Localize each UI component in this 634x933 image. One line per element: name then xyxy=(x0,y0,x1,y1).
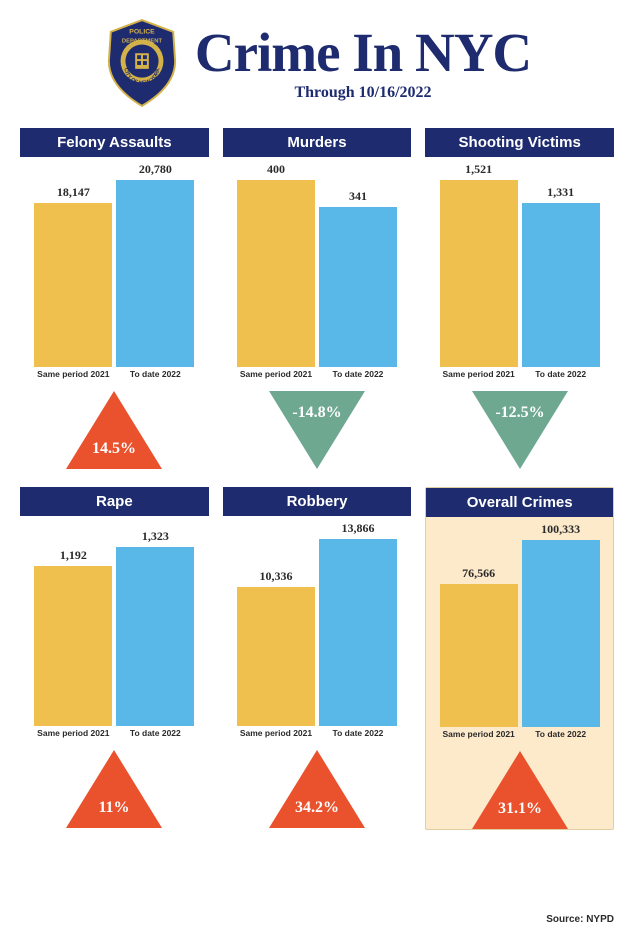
axis-row: Same period 2021 To date 2022 xyxy=(426,726,613,739)
bar-rect-2022 xyxy=(319,539,397,726)
bar-2022: 1,323 xyxy=(116,529,194,726)
bar-2022: 20,780 xyxy=(116,162,194,367)
change-indicator: -14.8% xyxy=(223,391,412,469)
bar-2021: 10,336 xyxy=(237,569,315,726)
bar-value-2021: 400 xyxy=(267,162,285,177)
bar-value-2022: 1,331 xyxy=(547,185,574,200)
bar-rect-2022 xyxy=(116,180,194,367)
axis-row: Same period 2021 To date 2022 xyxy=(20,366,209,379)
bar-value-2021: 10,336 xyxy=(259,569,292,584)
up-triangle-icon: 11% xyxy=(66,750,162,828)
bar-2021: 400 xyxy=(237,162,315,367)
bar-2021: 1,192 xyxy=(34,548,112,726)
crime-panel: Murders 400 341 Same period 2021 To date… xyxy=(223,128,412,469)
svg-text:11%: 11% xyxy=(99,799,130,816)
bar-2022: 13,866 xyxy=(319,521,397,726)
svg-text:34.2%: 34.2% xyxy=(295,799,339,816)
svg-text:-14.8%: -14.8% xyxy=(292,404,341,421)
panel-grid: Felony Assaults 18,147 20,780 Same perio… xyxy=(0,114,634,840)
bar-chart: 10,336 13,866 xyxy=(223,516,412,726)
panel-title: Murders xyxy=(223,128,412,157)
title-block: Crime In NYC Through 10/16/2022 xyxy=(195,25,531,102)
axis-label-2022: To date 2022 xyxy=(319,366,397,379)
bar-value-2021: 1,192 xyxy=(60,548,87,563)
axis-label-2022: To date 2022 xyxy=(319,725,397,738)
bar-rect-2021 xyxy=(440,180,518,367)
bar-rect-2022 xyxy=(116,547,194,726)
svg-text:DEPARTMENT: DEPARTMENT xyxy=(122,39,163,45)
change-indicator: 14.5% xyxy=(20,391,209,469)
bar-2022: 1,331 xyxy=(522,185,600,367)
panel-title: Felony Assaults xyxy=(20,128,209,157)
svg-text:14.5%: 14.5% xyxy=(92,440,136,457)
axis-label-2021: Same period 2021 xyxy=(34,725,112,738)
bar-chart: 76,566 100,333 xyxy=(426,517,613,727)
panel-title: Overall Crimes xyxy=(426,488,613,517)
bar-2021: 76,566 xyxy=(440,566,518,727)
bar-chart: 18,147 20,780 xyxy=(20,157,209,367)
change-indicator: -12.5% xyxy=(425,391,614,469)
axis-row: Same period 2021 To date 2022 xyxy=(223,366,412,379)
bar-value-2022: 13,866 xyxy=(341,521,374,536)
panel-title: Rape xyxy=(20,487,209,516)
bar-value-2022: 341 xyxy=(349,189,367,204)
crime-panel: Rape 1,192 1,323 Same period 2021 To dat… xyxy=(20,487,209,830)
bar-rect-2021 xyxy=(237,180,315,367)
bar-chart: 1,521 1,331 xyxy=(425,157,614,367)
axis-label-2022: To date 2022 xyxy=(116,366,194,379)
bar-2022: 100,333 xyxy=(522,522,600,727)
axis-label-2022: To date 2022 xyxy=(522,726,600,739)
panel-title: Robbery xyxy=(223,487,412,516)
bar-value-2022: 100,333 xyxy=(541,522,580,537)
svg-text:31.1%: 31.1% xyxy=(498,800,542,817)
up-triangle-icon: 31.1% xyxy=(472,751,568,829)
bar-value-2021: 18,147 xyxy=(57,185,90,200)
page-title: Crime In NYC xyxy=(195,25,531,80)
source-label: Source: NYPD xyxy=(546,914,614,925)
bar-rect-2022 xyxy=(522,203,600,367)
bar-value-2021: 76,566 xyxy=(462,566,495,581)
bar-value-2022: 20,780 xyxy=(139,162,172,177)
bar-rect-2021 xyxy=(34,566,112,726)
bar-rect-2021 xyxy=(34,203,112,367)
axis-label-2021: Same period 2021 xyxy=(237,725,315,738)
axis-label-2021: Same period 2021 xyxy=(34,366,112,379)
down-triangle-icon: -14.8% xyxy=(269,391,365,469)
svg-text:POLICE: POLICE xyxy=(129,29,155,36)
bar-rect-2021 xyxy=(237,587,315,726)
svg-text:-12.5%: -12.5% xyxy=(495,404,544,421)
page-subtitle: Through 10/16/2022 xyxy=(195,84,531,102)
bar-value-2021: 1,521 xyxy=(465,162,492,177)
axis-row: Same period 2021 To date 2022 xyxy=(223,725,412,738)
axis-label-2021: Same period 2021 xyxy=(440,726,518,739)
axis-row: Same period 2021 To date 2022 xyxy=(425,366,614,379)
change-indicator: 31.1% xyxy=(426,751,613,829)
axis-label-2021: Same period 2021 xyxy=(440,366,518,379)
bar-chart: 1,192 1,323 xyxy=(20,516,209,726)
axis-label-2021: Same period 2021 xyxy=(237,366,315,379)
bar-2021: 18,147 xyxy=(34,185,112,367)
down-triangle-icon: -12.5% xyxy=(472,391,568,469)
change-indicator: 34.2% xyxy=(223,750,412,828)
bar-rect-2022 xyxy=(319,207,397,367)
panel-title: Shooting Victims xyxy=(425,128,614,157)
bar-rect-2021 xyxy=(440,584,518,727)
axis-label-2022: To date 2022 xyxy=(116,725,194,738)
crime-panel: Felony Assaults 18,147 20,780 Same perio… xyxy=(20,128,209,469)
change-indicator: 11% xyxy=(20,750,209,828)
bar-rect-2022 xyxy=(522,540,600,727)
crime-panel: Overall Crimes 76,566 100,333 Same perio… xyxy=(425,487,614,830)
up-triangle-icon: 14.5% xyxy=(66,391,162,469)
crime-panel: Shooting Victims 1,521 1,331 Same period… xyxy=(425,128,614,469)
bar-2021: 1,521 xyxy=(440,162,518,367)
bar-value-2022: 1,323 xyxy=(142,529,169,544)
nypd-badge-icon: POLICE DEPARTMENT CITY OF NEW YORK xyxy=(103,18,181,108)
crime-panel: Robbery 10,336 13,866 Same period 2021 T… xyxy=(223,487,412,830)
up-triangle-icon: 34.2% xyxy=(269,750,365,828)
header: POLICE DEPARTMENT CITY OF NEW YORK Crime… xyxy=(0,0,634,114)
bar-2022: 341 xyxy=(319,189,397,367)
axis-label-2022: To date 2022 xyxy=(522,366,600,379)
bar-chart: 400 341 xyxy=(223,157,412,367)
axis-row: Same period 2021 To date 2022 xyxy=(20,725,209,738)
